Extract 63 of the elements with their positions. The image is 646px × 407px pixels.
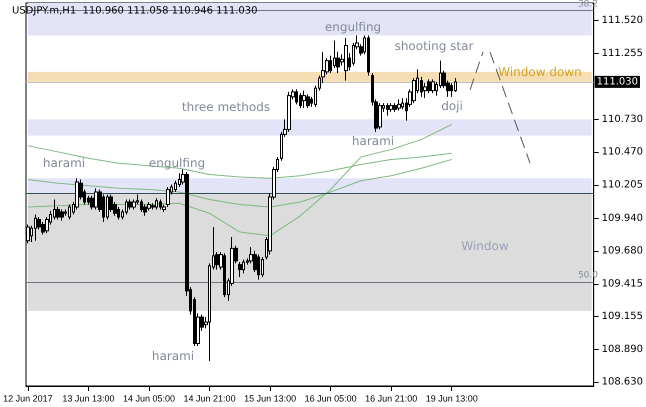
x-tick-label: 14 Jun 21:00	[184, 394, 236, 404]
candlestick	[34, 214, 37, 242]
candlestick	[295, 88, 298, 105]
candlestick	[302, 90, 306, 109]
annotation: harami	[42, 156, 86, 170]
candlestick	[397, 98, 401, 112]
ref-line-label: 111.030	[596, 76, 638, 88]
y-tick-label: 111.255	[602, 48, 644, 60]
candlestick	[151, 202, 155, 210]
x-tick-label: 19 Jun 13:00	[426, 394, 478, 404]
candlestick	[128, 199, 132, 210]
x-tick-label: 14 Jun 05:00	[122, 394, 176, 404]
candlestick	[299, 92, 302, 109]
candlestick	[257, 254, 260, 280]
candlestick	[393, 102, 397, 112]
candlestick	[125, 199, 128, 216]
candlestick	[94, 188, 98, 210]
candlestick	[386, 102, 389, 116]
annotation: shooting star	[394, 39, 474, 53]
annotation: engulfing	[324, 20, 382, 34]
y-tick-label: 109.940	[602, 212, 644, 224]
candlestick	[75, 178, 79, 210]
annotation: engulfing	[148, 156, 206, 170]
candlestick	[53, 199, 56, 220]
y-tick-label: 108.630	[602, 376, 644, 388]
y-tick-label: 110.730	[602, 114, 644, 125]
annotation: Window down	[498, 65, 582, 79]
candlestick	[378, 102, 382, 130]
annotation: harami	[352, 134, 394, 148]
y-tick-label: 109.680	[602, 245, 644, 256]
candlestick	[344, 38, 348, 82]
y-tick-label: 109.415	[602, 278, 644, 290]
candlestick	[261, 256, 264, 278]
x-tick-label: 12 Jun 2017	[3, 394, 53, 404]
candlestick	[431, 78, 435, 94]
x-tick-label: 15 Jun 13:00	[244, 394, 296, 404]
candlestick	[166, 186, 170, 208]
candlestick	[223, 252, 226, 298]
y-tick-label: 108.890	[602, 344, 644, 356]
x-tick-label: 16 Jun 05:00	[304, 394, 357, 404]
candlestick	[333, 40, 336, 69]
candlestick	[367, 35, 370, 76]
annotation: harami	[152, 349, 194, 363]
line-series	[27, 124, 452, 236]
x-tick-label: 16 Jun 21:00	[365, 394, 418, 404]
annotation: Window	[461, 239, 509, 253]
candlestick	[60, 209, 64, 222]
y-tick-label: 109.155	[602, 311, 644, 322]
annotation: three methods	[182, 100, 270, 114]
candlestick	[159, 199, 162, 210]
annotation: doji	[441, 99, 463, 113]
candlestick	[427, 78, 431, 94]
y-tick-label: 110.205	[602, 180, 644, 191]
candlestick	[389, 102, 393, 112]
candlestick	[155, 198, 158, 210]
x-tick-label: 13 Jun 13:00	[62, 394, 114, 404]
candlestick	[68, 204, 71, 220]
candlestick	[242, 259, 245, 274]
candlestick	[306, 94, 310, 109]
y-tick-label: 110.470	[602, 146, 644, 158]
candlestick	[238, 262, 242, 278]
y-tick-label: 111.520	[602, 15, 644, 26]
candlestick	[106, 194, 109, 220]
